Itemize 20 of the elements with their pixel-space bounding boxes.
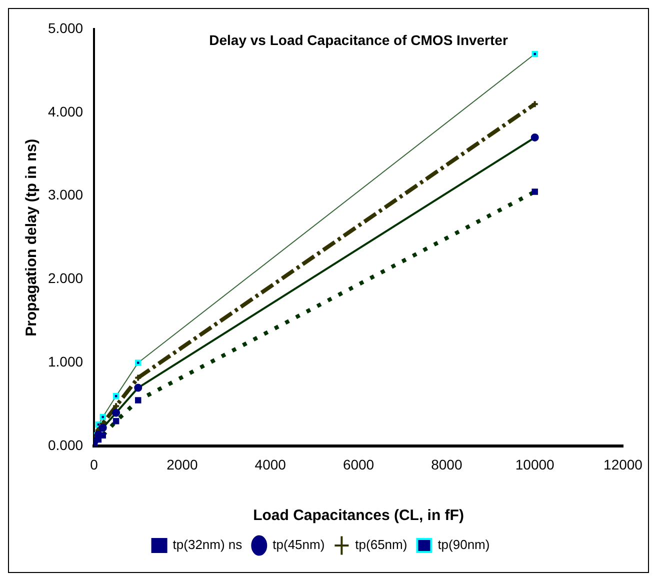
legend-label: tp(90nm) — [438, 537, 490, 552]
x-tick-label: 12000 — [604, 456, 643, 472]
x-tick-label: 10000 — [515, 456, 555, 472]
x-axis-title: Load Capacitances (CL, in fF) — [253, 507, 464, 524]
x-tick-label: 2000 — [166, 456, 198, 472]
y-tick-label: 0.000 — [48, 437, 84, 454]
y-tick-label: 1.000 — [48, 354, 84, 370]
x-tick-label: 0 — [90, 456, 98, 472]
y-tick-label: 2.000 — [48, 270, 84, 286]
y-tick-label: 5.000 — [48, 20, 84, 36]
legend-label: tp(65nm) — [355, 537, 408, 552]
legend-label: tp(32nm) ns — [172, 537, 243, 552]
x-tick-label: 4000 — [254, 456, 286, 472]
chart-title: Delay vs Load Capacitance of CMOS Inverter — [209, 32, 508, 48]
x-tick-label: 8000 — [431, 456, 462, 472]
y-tick-label: 3.000 — [48, 186, 84, 203]
y-tick-label: 4.000 — [48, 103, 84, 120]
x-tick-label: 6000 — [342, 456, 374, 472]
y-axis-title: Propagation delay (tp in ns) — [23, 138, 40, 336]
legend-label: tp(45nm) — [272, 537, 325, 552]
